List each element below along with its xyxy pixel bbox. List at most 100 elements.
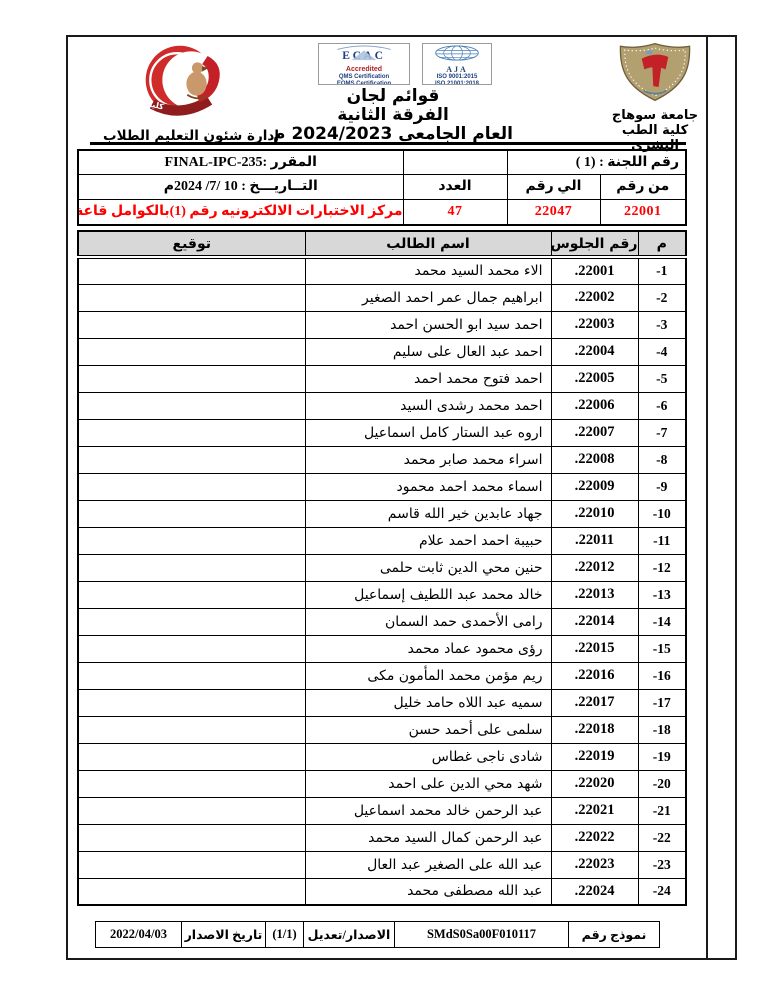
issue-date-value: 2022/04/03 (95, 921, 182, 948)
row-name: حنين محي الدين ثابت حلمى (304, 553, 552, 582)
row-index-text: -19 (652, 748, 671, 764)
table-row: -13 22013. خالد محمد عبد اللطيف إسماعيل (77, 580, 687, 609)
row-name: ابراهيم جمال عمر احمد الصغير (304, 283, 552, 312)
signature-cell (77, 364, 306, 393)
table-row: -9 22009. اسماء محمد احمد محمود (77, 472, 687, 501)
row-index-text: -17 (652, 694, 671, 710)
row-name: خالد محمد عبد اللطيف إسماعيل (304, 580, 552, 609)
seat-number-column-header: رقم الجلوس (550, 230, 639, 259)
row-seat: 22010. (550, 499, 639, 528)
row-index-cell: -16 (637, 661, 687, 690)
aja-name-label: AJA (446, 65, 468, 74)
issue-revision-label: الاصدار/تعديل (303, 921, 395, 948)
issue-date-label: تاريخ الاصدار (181, 921, 266, 948)
table-row: -16 22016. ريم مؤمن محمد المأمون مكى (77, 661, 687, 690)
row-index-text: -5 (656, 370, 668, 386)
academic-year-title: العام الجامعي 2024/2023 م (273, 124, 513, 144)
form-number-value: SMdS0Sa00F010117 (394, 921, 569, 948)
row-name: اروه عبد الستار كامل اسماعيل (304, 418, 552, 447)
faculty-crescent-icon: جامعة سوهاج كلية الطب (99, 45, 220, 116)
table-row: -19 22019. شادى ناجى غطاس (77, 742, 687, 771)
row-index-cell: -2 (637, 283, 687, 312)
row-seat: 22001. (550, 256, 639, 285)
signature-cell (77, 769, 306, 798)
row-seat: 22015. (550, 634, 639, 663)
row-seat: 22009. (550, 472, 639, 501)
signature-cell (77, 256, 306, 285)
row-name: شادى ناجى غطاس (304, 742, 552, 771)
table-row: -7 22007. اروه عبد الستار كامل اسماعيل (77, 418, 687, 447)
signature-cell (77, 499, 306, 528)
row-index-cell: -23 (637, 850, 687, 879)
students-table: م رقم الجلوس اسم الطالب توقيع -1 22001. … (77, 230, 687, 906)
table-row: -5 22005. احمد فتوح محمد احمد (77, 364, 687, 393)
table-row: -8 22008. اسراء محمد صابر محمد (77, 445, 687, 474)
count-header: العدد (402, 173, 508, 200)
table-row: -18 22018. سلمى على أحمد حسن (77, 715, 687, 744)
row-name: عبد الله على الصغير عبد العال (304, 850, 552, 879)
students-tbody: -1 22001. الاء محمد السيد محمد -2 22002.… (77, 256, 687, 906)
row-seat: 22017. (550, 688, 639, 717)
row-index-text: -2 (656, 289, 668, 305)
table-row: -4 22004. احمد عبد العال على سليم (77, 337, 687, 366)
row-index-text: -6 (656, 397, 668, 413)
row-index-cell: -12 (637, 553, 687, 582)
signature-cell (77, 445, 306, 474)
row-name: ريم مؤمن محمد المأمون مكى (304, 661, 552, 690)
row-index-text: -24 (652, 883, 671, 899)
row-name: سلمى على أحمد حسن (304, 715, 552, 744)
signature-cell (77, 661, 306, 690)
row-index-cell: -17 (637, 688, 687, 717)
row-name: احمد عبد العال على سليم (304, 337, 552, 366)
signature-cell (77, 823, 306, 852)
signature-cell (77, 310, 306, 339)
row-seat: 22023. (550, 850, 639, 879)
ecac-certification-logo: ECAC Accredited QMS Certification EOMS C… (318, 43, 410, 85)
header-divider-rule (90, 142, 686, 145)
grade-title: الفرقة الثانية (337, 105, 449, 125)
row-index-text: -11 (653, 532, 671, 548)
signature-cell (77, 553, 306, 582)
row-seat: 22007. (550, 418, 639, 447)
table-row: -21 22021. عبد الرحمن خالد محمد اسماعيل (77, 796, 687, 825)
row-index-cell: -5 (637, 364, 687, 393)
from-number-value: 22001 (599, 198, 687, 226)
row-seat: 22024. (550, 877, 639, 906)
row-seat: 22018. (550, 715, 639, 744)
empty-cell (402, 149, 508, 175)
row-index-text: -8 (656, 451, 668, 467)
row-index-text: -7 (656, 424, 668, 440)
row-index-text: -16 (652, 667, 671, 683)
row-index-text: -23 (652, 856, 671, 872)
row-name: سميه عبد اللاه حامد خليل (304, 688, 552, 717)
row-name: اسماء محمد احمد محمود (304, 472, 552, 501)
course-code: FINAL-IPC-235 (164, 154, 263, 170)
row-seat: 22006. (550, 391, 639, 420)
table-row: -23 22023. عبد الله على الصغير عبد العال (77, 850, 687, 879)
row-seat: 22020. (550, 769, 639, 798)
aja-iso-line-2: ISO 21001:2018 (434, 81, 480, 85)
committee-number-cell: رقم اللجنة : ( 1) (506, 149, 687, 175)
university-name: جامعة سوهاج (611, 108, 699, 123)
right-margin-rule (706, 37, 708, 958)
signature-cell (77, 418, 306, 447)
table-row: -17 22017. سميه عبد اللاه حامد خليل (77, 688, 687, 717)
signature-cell (77, 850, 306, 879)
row-index-text: -15 (652, 640, 671, 656)
row-index-text: -22 (652, 829, 671, 845)
row-index-cell: -7 (637, 418, 687, 447)
committee-number-value: ( 1) (575, 154, 596, 170)
row-index-cell: -19 (637, 742, 687, 771)
row-name: عبد الله مصطفى محمد (304, 877, 552, 906)
row-name: احمد محمد رشدى السيد (304, 391, 552, 420)
row-name: عبد الرحمن كمال السيد محمد (304, 823, 552, 852)
row-index-cell: -14 (637, 607, 687, 636)
course-cell: المقرر :FINAL-IPC-235 (77, 149, 404, 175)
row-seat: 22016. (550, 661, 639, 690)
row-index-cell: -6 (637, 391, 687, 420)
signature-cell (77, 742, 306, 771)
row-seat: 22013. (550, 580, 639, 609)
row-index-cell: -18 (637, 715, 687, 744)
row-index-cell: -8 (637, 445, 687, 474)
signature-cell (77, 715, 306, 744)
